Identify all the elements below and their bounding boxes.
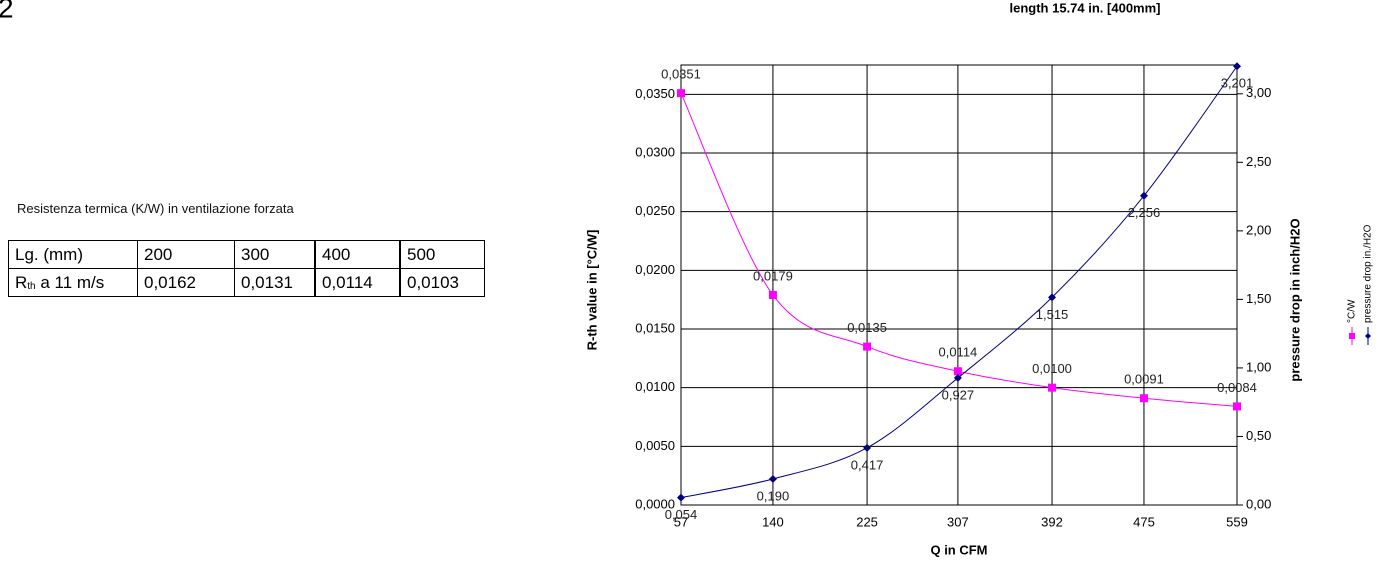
y-tick-label: 0,0350 <box>635 86 675 101</box>
x-tick-label: 559 <box>1226 514 1248 529</box>
x-tick-label: 225 <box>856 514 878 529</box>
marker <box>768 474 777 483</box>
data-table: Lg. (mm) 200 300 400 500 Rth a 11 m/s 0,… <box>8 240 485 297</box>
y-axis-title: R-th value in [°C/W] <box>584 230 599 351</box>
plot-area <box>680 64 1238 506</box>
data-label: 0,0114 <box>938 345 977 360</box>
data-label: 2,256 <box>1128 205 1161 220</box>
data-label: 3,201 <box>1221 76 1254 91</box>
cell: 300 <box>234 240 316 269</box>
data-label: 0,0135 <box>847 320 887 335</box>
marker <box>677 89 685 98</box>
caption: Resistenza termica (K/W) in ventilazione… <box>17 201 294 216</box>
data-label: 0,0100 <box>1032 361 1072 376</box>
page-number: 2 <box>0 0 14 23</box>
x-tick-label: 307 <box>947 514 969 529</box>
cell: 200 <box>137 240 235 269</box>
marker <box>953 373 962 382</box>
marker <box>863 342 872 351</box>
cell: Rth a 11 m/s <box>8 268 138 297</box>
marker <box>1233 62 1241 71</box>
y2-tick-label: 1,50 <box>1246 291 1271 306</box>
x-tick-label: 140 <box>762 514 784 529</box>
marker <box>1233 402 1241 411</box>
marker <box>1139 191 1148 200</box>
data-label: 0,0084 <box>1217 380 1257 395</box>
legend-label: pressure drop in./H2O <box>1363 224 1374 323</box>
series-line <box>680 65 1238 499</box>
cell-text: a 11 m/s <box>35 272 105 292</box>
y-tick-label: 0,0000 <box>635 496 675 511</box>
table-row: Lg. (mm) 200 300 400 500 <box>8 240 485 269</box>
data-label: 0,417 <box>851 457 884 472</box>
marker <box>768 290 777 299</box>
y-tick-label: 0,0100 <box>635 379 675 394</box>
legend-marker <box>1365 333 1371 339</box>
x-axis-title: Q in CFM <box>930 542 987 557</box>
x-tick-label: 392 <box>1041 514 1063 529</box>
subscript: th <box>27 280 36 292</box>
cell: 400 <box>314 240 401 269</box>
y2-tick-label: 0,50 <box>1246 428 1271 443</box>
cell: Lg. (mm) <box>8 240 138 269</box>
y2-axis-title: pressure drop in inch/H2O <box>1287 218 1302 381</box>
x-tick-label: 475 <box>1133 514 1155 529</box>
y2-tick-label: 3,00 <box>1246 85 1271 100</box>
cell: 0,0162 <box>137 268 235 297</box>
marker <box>677 493 685 502</box>
y2-tick-label: 0,00 <box>1246 496 1271 511</box>
data-label: 0,0351 <box>661 67 701 82</box>
legend-label: °C/W <box>1347 299 1358 323</box>
y-tick-label: 0,0050 <box>635 438 675 453</box>
data-label: 0,190 <box>757 488 790 503</box>
y-tick-label: 0,0250 <box>635 203 675 218</box>
data-label: 0,927 <box>942 387 975 402</box>
table-row: Rth a 11 m/s 0,0162 0,0131 0,0114 0,0103 <box>8 268 485 297</box>
marker <box>1139 394 1148 403</box>
chart-subtitle: length 15.74 in. [400mm] <box>1010 0 1161 15</box>
legend-marker <box>1349 333 1355 339</box>
cell: 0,0103 <box>399 268 485 297</box>
y-tick-label: 0,0150 <box>635 320 675 335</box>
y-tick-label: 0,0200 <box>635 262 675 277</box>
marker <box>863 443 872 452</box>
marker <box>953 367 962 376</box>
data-label: 0,0179 <box>753 268 793 283</box>
marker <box>1048 383 1057 392</box>
data-label: 0,054 <box>665 507 698 522</box>
y2-tick-label: 1,00 <box>1246 359 1271 374</box>
cell-text: R <box>15 272 28 292</box>
cell: 0,0131 <box>234 268 316 297</box>
legend: °C/W pressure drop in./H2O <box>1347 224 1374 345</box>
data-label: 1,515 <box>1036 307 1069 322</box>
x-tick-label: 57 <box>674 514 688 529</box>
data-label: 0,0091 <box>1124 372 1164 387</box>
cell: 0,0114 <box>314 268 401 297</box>
y2-tick-label: 2,00 <box>1246 222 1271 237</box>
marker <box>1048 293 1057 302</box>
y2-tick-label: 2,50 <box>1246 154 1271 169</box>
y-tick-label: 0,0300 <box>635 144 675 159</box>
